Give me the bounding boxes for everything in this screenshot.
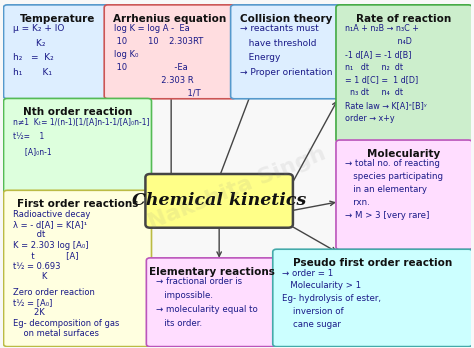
Text: its order.: its order. <box>156 319 202 328</box>
Text: h₂   =  K₂: h₂ = K₂ <box>13 53 54 62</box>
Text: on metal surfaces: on metal surfaces <box>13 329 99 338</box>
Text: log K₀: log K₀ <box>114 50 138 59</box>
Text: n₁A + n₂B → n₃C +: n₁A + n₂B → n₃C + <box>346 24 419 33</box>
Text: dt: dt <box>13 230 45 239</box>
Text: Molecularity: Molecularity <box>367 149 441 159</box>
Text: in an elementary: in an elementary <box>346 185 428 194</box>
Text: -1 d[A] = -1 d[B]: -1 d[A] = -1 d[B] <box>346 50 412 59</box>
Text: t½ = 0.693: t½ = 0.693 <box>13 262 60 271</box>
FancyBboxPatch shape <box>336 5 472 142</box>
Text: n₁   dt     n₂  dt: n₁ dt n₂ dt <box>346 63 403 72</box>
Text: λ = - d[A] = K[A]¹: λ = - d[A] = K[A]¹ <box>13 220 87 229</box>
Text: Energy: Energy <box>240 53 280 62</box>
Text: n₄D: n₄D <box>346 37 412 46</box>
Text: 1/T: 1/T <box>114 88 200 97</box>
Text: K = 2.303 log [A₀]: K = 2.303 log [A₀] <box>13 241 89 250</box>
Text: Elementary reactions: Elementary reactions <box>149 267 275 277</box>
Text: → molecularity equal to: → molecularity equal to <box>156 305 257 314</box>
FancyBboxPatch shape <box>104 5 236 99</box>
FancyBboxPatch shape <box>3 190 152 347</box>
Text: → M > 3 [very rare]: → M > 3 [very rare] <box>346 211 430 220</box>
Text: Eg- hydrolysis of ester,: Eg- hydrolysis of ester, <box>282 294 381 303</box>
FancyBboxPatch shape <box>273 249 472 347</box>
Text: Collision theory: Collision theory <box>240 14 332 24</box>
Text: 10                  -Ea: 10 -Ea <box>114 63 187 72</box>
FancyBboxPatch shape <box>231 5 341 99</box>
Text: 2.303 R: 2.303 R <box>114 76 193 85</box>
Text: → total no. of reacting: → total no. of reacting <box>346 159 440 168</box>
Text: → fractional order is: → fractional order is <box>156 277 242 286</box>
Text: t½ = [A₀]: t½ = [A₀] <box>13 298 52 307</box>
Text: Rate of reaction: Rate of reaction <box>356 14 452 24</box>
Text: 2K: 2K <box>13 308 45 317</box>
Text: order → x+y: order → x+y <box>346 114 395 123</box>
Text: [A]₀n-1: [A]₀n-1 <box>13 147 52 156</box>
Text: Arrhenius equation: Arrhenius equation <box>113 14 227 24</box>
Text: 10        10    2.303RT: 10 10 2.303RT <box>114 37 203 46</box>
Text: Nth order reaction: Nth order reaction <box>23 108 132 118</box>
Text: Pseudo first order reaction: Pseudo first order reaction <box>293 258 452 268</box>
Text: Radioactive decay: Radioactive decay <box>13 210 90 219</box>
Text: Zero order reaction: Zero order reaction <box>13 288 95 297</box>
Text: K: K <box>13 272 47 281</box>
Text: inversion of: inversion of <box>282 307 344 316</box>
Text: h₁       K₁: h₁ K₁ <box>13 68 52 77</box>
Text: → order = 1: → order = 1 <box>282 269 333 278</box>
Text: log K = log A -  Ea: log K = log A - Ea <box>114 24 194 33</box>
FancyBboxPatch shape <box>3 98 152 196</box>
Text: Eg- decomposition of gas: Eg- decomposition of gas <box>13 319 119 328</box>
Text: rxn.: rxn. <box>346 198 370 207</box>
Text: First order reactions: First order reactions <box>17 199 138 209</box>
Text: n≠1  Kₜ= 1/(n-1)[1/[A]n-1-1/[A]₀n-1]: n≠1 Kₜ= 1/(n-1)[1/[A]n-1-1/[A]₀n-1] <box>13 118 149 127</box>
Text: n₃ dt     n₄  dt: n₃ dt n₄ dt <box>346 88 403 97</box>
FancyBboxPatch shape <box>3 5 112 99</box>
FancyBboxPatch shape <box>146 258 278 347</box>
Text: cane sugar: cane sugar <box>282 320 341 329</box>
Text: = 1 d[C] =  1 d[D]: = 1 d[C] = 1 d[D] <box>346 76 419 85</box>
Text: → Proper orientation: → Proper orientation <box>240 68 332 77</box>
Text: t½=    1: t½= 1 <box>13 132 54 141</box>
Text: K₂: K₂ <box>13 39 46 48</box>
Text: Rate law → K[A]ˣ[B]ʸ: Rate law → K[A]ˣ[B]ʸ <box>346 101 427 110</box>
Text: t            [A]: t [A] <box>13 251 78 260</box>
Text: Chemical kinetics: Chemical kinetics <box>132 192 306 209</box>
FancyBboxPatch shape <box>336 140 472 250</box>
Text: μ = K₂ + lO: μ = K₂ + lO <box>13 24 64 33</box>
FancyBboxPatch shape <box>146 174 293 228</box>
Text: Molecularity > 1: Molecularity > 1 <box>282 282 361 291</box>
Text: impossible.: impossible. <box>156 291 213 300</box>
Text: → reactants must: → reactants must <box>240 24 319 33</box>
Text: Nakshita Singh: Nakshita Singh <box>145 143 328 233</box>
Text: have threshold: have threshold <box>240 39 317 48</box>
Text: Temperature: Temperature <box>20 14 95 24</box>
Text: species participating: species participating <box>346 172 443 181</box>
